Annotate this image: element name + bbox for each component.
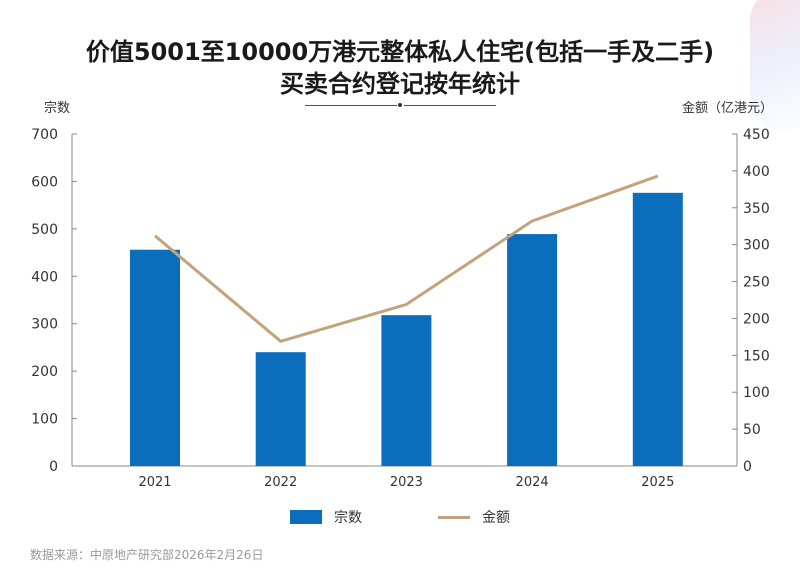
x-tick-label: 2021 — [138, 475, 171, 490]
chart-title: 价值5001至10000万港元整体私人住宅(包括一手及二手) — [85, 38, 715, 66]
source-note: 数据来源：中原地产研究部2026年2月26日 — [30, 548, 264, 562]
x-tick-label: 2023 — [390, 475, 423, 490]
y-tick-label-left: 700 — [31, 127, 58, 143]
y-tick-label-right: 350 — [743, 201, 770, 217]
legend-line-swatch — [438, 515, 470, 519]
divider-right — [404, 105, 496, 106]
legend-bar-swatch — [290, 510, 322, 524]
y-axis-left-label: 宗数 — [44, 101, 71, 116]
y-tick-label-right: 0 — [743, 459, 752, 475]
bar-2022 — [255, 352, 306, 466]
y-axis-right-label: 金额（亿港元） — [682, 101, 774, 116]
y-tick-label-right: 150 — [743, 348, 770, 364]
y-tick-label-left: 200 — [31, 364, 58, 380]
x-tick-label: 2022 — [264, 475, 297, 490]
bar-2021 — [130, 249, 180, 466]
bar-2025 — [632, 192, 683, 466]
legend-bar: 宗数 — [290, 507, 362, 527]
y-tick-label-right: 100 — [743, 385, 770, 401]
y-tick-label-right: 50 — [743, 422, 761, 438]
y-tick-label-right: 250 — [743, 275, 770, 291]
decoration — [750, 0, 800, 130]
chart-subtitle: 买卖合约登记按年统计 — [280, 70, 520, 98]
legend-bar-label: 宗数 — [334, 510, 362, 526]
y-tick-label-right: 400 — [743, 164, 770, 180]
y-tick-label-left: 500 — [31, 222, 58, 238]
divider-dot — [398, 103, 402, 107]
y-tick-label-left: 100 — [31, 412, 58, 428]
y-tick-label-right: 200 — [743, 311, 770, 327]
x-tick-label: 2025 — [641, 475, 674, 490]
y-tick-label-right: 450 — [743, 127, 770, 143]
y-tick-label-left: 300 — [31, 317, 58, 333]
x-tick-label: 2024 — [516, 475, 549, 490]
y-tick-label-left: 400 — [31, 269, 58, 285]
y-tick-label-left: 600 — [31, 174, 58, 190]
legend-line-label: 金额 — [482, 510, 510, 526]
y-tick-label-left: 0 — [49, 459, 58, 475]
divider-left — [305, 105, 397, 106]
legend-line: 金额 — [438, 507, 510, 527]
bar-2024 — [507, 234, 558, 466]
bar-2023 — [381, 315, 432, 466]
y-tick-label-right: 300 — [743, 238, 770, 254]
